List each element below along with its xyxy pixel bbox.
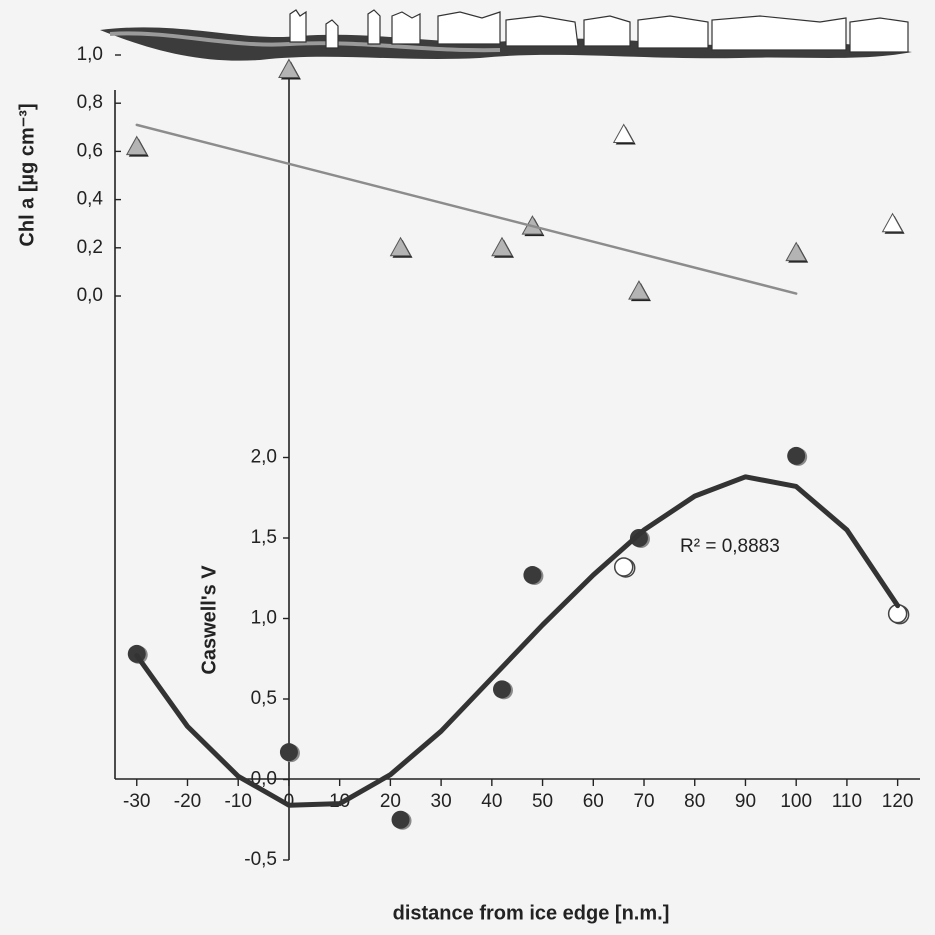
y-tick-label: 2,0 [251, 447, 277, 468]
circle-marker [492, 680, 511, 699]
x-tick-label: -10 [224, 791, 251, 812]
circle-marker [523, 566, 542, 585]
y-tick-label: 0,4 [77, 189, 104, 210]
x-tick-label: 70 [633, 791, 654, 812]
y-tick-label: 0,8 [77, 92, 103, 113]
x-tick-label: 20 [380, 791, 401, 812]
trend-line [135, 123, 798, 295]
x-tick-label: -30 [123, 791, 150, 812]
triangle-marker [278, 58, 300, 78]
y-tick-label: 0,6 [77, 140, 103, 161]
y-tick-label: 0,5 [251, 688, 277, 709]
circle-marker [279, 743, 298, 762]
x-tick-label: 30 [431, 791, 452, 812]
triangle-marker [491, 236, 513, 257]
trend-line [134, 474, 901, 808]
x-tick-label: 100 [780, 791, 812, 812]
x-tick-label: 80 [684, 791, 705, 812]
y-tick-label: 1,0 [77, 44, 103, 65]
triangle-marker [389, 236, 412, 257]
y-tick-label: 0,0 [77, 285, 103, 306]
triangle-marker [881, 212, 904, 233]
x-tick-label: 120 [882, 791, 914, 812]
x-tick-label: 110 [832, 791, 862, 812]
circle-marker [787, 446, 806, 465]
x-tick-label: 40 [481, 791, 502, 812]
circle-marker [391, 810, 410, 829]
x-tick-label: 90 [735, 791, 756, 812]
ice-band-shade [109, 31, 501, 53]
ice-illustration [100, 9, 912, 61]
circle-marker [613, 557, 634, 577]
y-tick-label: -0,5 [244, 849, 277, 870]
triangle-marker [785, 241, 808, 262]
y-axis-label: Chl a [µg cm⁻³] [16, 103, 38, 246]
y-tick-label: 0,2 [77, 237, 103, 258]
triangle-marker [125, 135, 148, 156]
x-tick-label: 0 [284, 791, 295, 812]
x-tick-label: 50 [532, 791, 553, 812]
triangle-marker [628, 280, 650, 300]
y-tick-label: 1,5 [251, 527, 277, 548]
triangle-marker [612, 123, 635, 144]
ice-floes [289, 9, 909, 53]
y-axis-label: Caswell's V [198, 565, 220, 675]
x-tick-label: -20 [174, 791, 201, 812]
x-axis-label: distance from ice edge [n.m.] [393, 902, 670, 924]
y-tick-label: 1,0 [251, 608, 277, 629]
annotation: R² = 0,8883 [680, 536, 780, 557]
x-tick-label: 60 [583, 791, 604, 812]
